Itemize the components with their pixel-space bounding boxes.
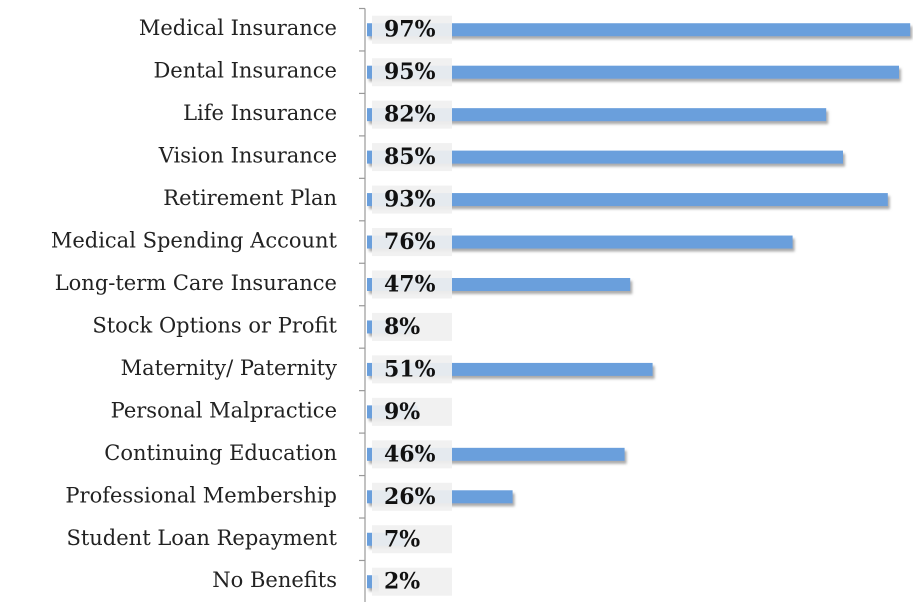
bar	[367, 65, 899, 79]
value-label: 85%	[384, 144, 436, 170]
category-label: Dental Insurance	[153, 59, 337, 83]
bar	[367, 108, 827, 122]
value-label-bg	[372, 567, 452, 596]
value-label-bg	[372, 312, 452, 341]
category-label: Stock Options or Profit	[92, 313, 337, 337]
category-label: Maternity/ Paternity	[121, 356, 338, 380]
value-label-bg	[372, 355, 452, 384]
category-label: Medical Spending Account	[51, 229, 338, 253]
value-label-bg	[372, 143, 452, 172]
value-label: 26%	[384, 484, 436, 510]
bar	[367, 150, 843, 164]
value-label-bg	[372, 58, 452, 87]
category-label: Medical Insurance	[139, 16, 337, 40]
bar	[367, 23, 911, 37]
value-label-bg	[372, 228, 452, 257]
value-label: 46%	[384, 441, 436, 467]
category-label: Long-term Care Insurance	[55, 271, 337, 295]
value-label: 76%	[384, 229, 436, 255]
value-label-bg	[372, 525, 452, 554]
value-label-bg	[372, 482, 452, 511]
value-label-bg	[372, 397, 452, 426]
category-label: Continuing Education	[104, 441, 337, 465]
value-label: 7%	[384, 526, 420, 552]
value-label: 51%	[384, 356, 436, 382]
value-label: 2%	[384, 569, 420, 595]
category-label: Life Insurance	[183, 101, 337, 125]
category-label: Personal Malpractice	[111, 398, 337, 422]
value-label: 97%	[384, 17, 436, 43]
value-label-bg	[372, 270, 452, 299]
value-label: 8%	[384, 314, 420, 340]
value-label: 82%	[384, 102, 436, 128]
value-label-bg	[372, 440, 452, 469]
value-label-bg	[372, 185, 452, 214]
category-label: Professional Membership	[65, 483, 337, 507]
bar	[367, 235, 793, 249]
bar	[367, 193, 888, 207]
value-label: 95%	[384, 59, 436, 85]
value-label-bg	[372, 100, 452, 129]
category-label: Student Loan Repayment	[66, 526, 337, 550]
category-label: No Benefits	[212, 568, 337, 592]
category-label: Vision Insurance	[158, 144, 337, 168]
value-label: 47%	[384, 271, 436, 297]
value-label: 93%	[384, 187, 436, 213]
value-label: 9%	[384, 399, 420, 425]
category-label: Retirement Plan	[163, 186, 337, 210]
value-label-bg	[372, 15, 452, 44]
